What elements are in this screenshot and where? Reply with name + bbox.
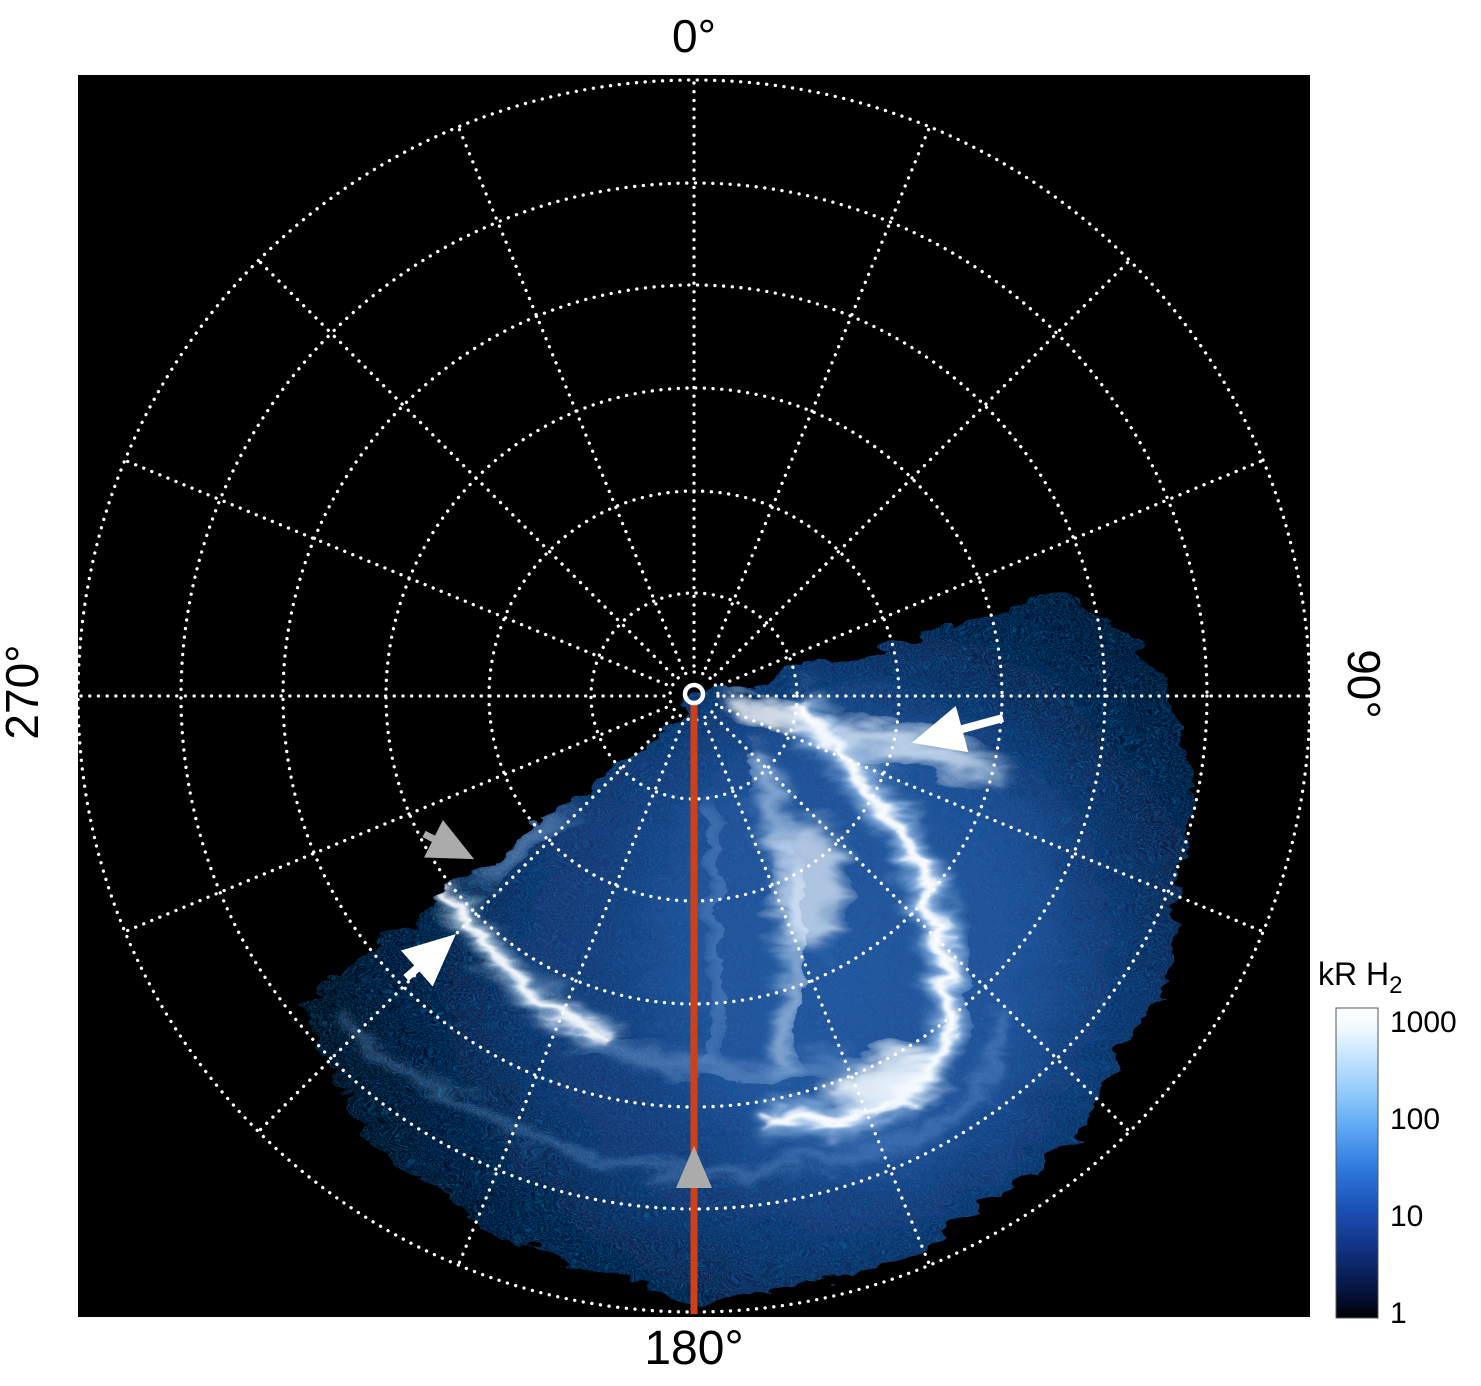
main-arc-core [755,693,949,1121]
white-arrow-left [400,934,456,987]
faint-outer-arc [327,1000,999,1171]
angle-label-90: 90° [1338,649,1390,719]
angle-label-0: 0° [672,10,716,62]
left-terminator-fringe [471,802,569,878]
bright-patch-mid [771,816,841,944]
colorbar-gradient [1335,1007,1379,1319]
angle-labels: 0° 180° 270° 90° [0,10,1390,1375]
colorbar-title-main: kR H [1318,956,1389,992]
white-arrow-upper-right [911,705,1005,753]
left-arc-core [438,883,610,1039]
annotation-arrows [400,705,1005,987]
angle-label-270: 270° [0,644,48,739]
pole-center-ring [682,682,706,706]
colorbar-title: kR H2 [1318,956,1402,999]
colorbar-tick-1: 1 [1390,1297,1407,1330]
colorbar-tick-1000: 1000 [1390,1006,1457,1039]
angle-label-180: 180° [644,1322,743,1375]
inner-streak-2 [695,799,718,1061]
terminator-bright-fringe [812,713,998,771]
arc-connector [605,1028,839,1074]
gray-arrowhead-on-meridian [676,1146,712,1188]
colorbar: kR H2 1000 100 10 1 [1318,956,1457,1330]
colorbar-title-sub: 2 [1389,972,1402,999]
gray-arrow-mid-left [422,819,475,860]
colorbar-tick-10: 10 [1390,1200,1423,1233]
colorbar-tick-100: 100 [1390,1103,1440,1136]
